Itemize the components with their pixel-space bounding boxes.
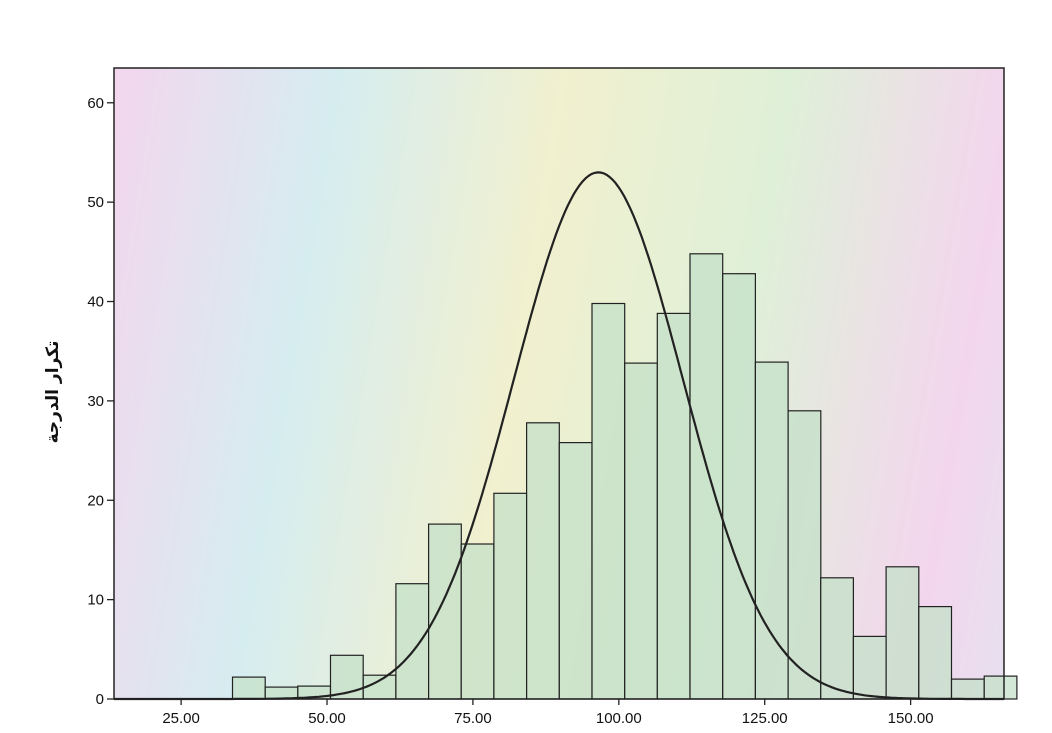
y-axis-label: تكرار الدرجة <box>43 341 63 444</box>
histogram-bar-19 <box>852 635 887 700</box>
histogram-bar-5 <box>395 583 430 700</box>
histogram-bar-16 <box>754 361 789 700</box>
x-tick-label-5: 150.00 <box>888 710 934 727</box>
x-tick-label-2: 75.00 <box>454 710 492 727</box>
histogram-bar-9 <box>525 422 560 700</box>
histogram-bar-22 <box>950 678 985 700</box>
histogram-bar-12 <box>624 362 659 700</box>
y-tick-label-0: 0 <box>96 691 104 708</box>
histogram-bar-17 <box>787 410 822 700</box>
histogram-bar-18 <box>820 577 855 700</box>
histogram-bar-10 <box>558 442 593 700</box>
histogram-bar-0 <box>231 676 266 700</box>
x-tick-label-3: 100.00 <box>596 710 642 727</box>
histogram-bar-23 <box>983 675 1018 700</box>
y-tick-label-4: 40 <box>87 294 104 311</box>
y-tick-label-3: 30 <box>87 393 104 410</box>
histogram-bar-21 <box>918 605 953 700</box>
histogram-bar-15 <box>722 273 757 700</box>
histogram-bar-7 <box>460 543 495 700</box>
histogram-bar-13 <box>656 312 691 700</box>
x-axis: 25.00 50.00 75.00 100.00 125.00 150.00 <box>162 699 934 727</box>
y-tick-label-5: 50 <box>87 194 104 211</box>
x-tick-label-0: 25.00 <box>162 710 200 727</box>
x-tick-label-1: 50.00 <box>308 710 346 727</box>
y-tick-label-2: 20 <box>87 492 104 509</box>
histogram-bar-20 <box>885 566 920 700</box>
y-tick-label-6: 60 <box>87 95 104 112</box>
plot-frame <box>113 67 1005 700</box>
x-tick-label-4: 125.00 <box>742 710 788 727</box>
histogram-bar-6 <box>428 523 462 700</box>
y-axis: 0 10 20 30 40 50 60 <box>87 95 114 708</box>
histogram-bar-8 <box>493 492 528 700</box>
histogram-bar-14 <box>689 253 724 700</box>
histogram-bar-11 <box>591 302 626 700</box>
y-tick-label-1: 10 <box>87 592 104 609</box>
